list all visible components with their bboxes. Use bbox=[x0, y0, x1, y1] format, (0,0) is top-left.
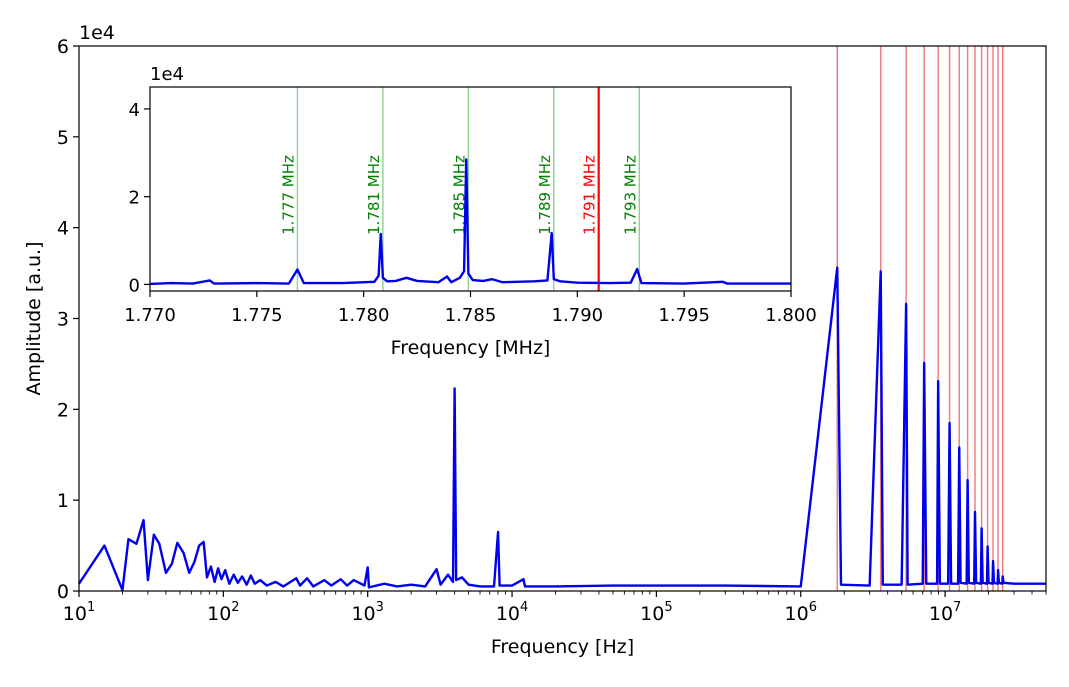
inset-background bbox=[150, 87, 791, 291]
x-tick-label: 105 bbox=[640, 600, 672, 625]
inset-spectrum-line bbox=[149, 158, 791, 286]
inset-x-tick-label: 1.795 bbox=[658, 305, 710, 326]
main-x-ticks: 101 102 103 104 105 106 107 bbox=[63, 591, 1047, 625]
inset-x-tick-label: 1.775 bbox=[231, 305, 283, 326]
frequency-marker-label: 1.785 MHz bbox=[450, 155, 468, 235]
main-series bbox=[78, 266, 1046, 592]
y-tick-label: 0 bbox=[57, 581, 69, 603]
main-x-axis-label: Frequency [Hz] bbox=[491, 636, 634, 658]
y-tick-label: 5 bbox=[57, 127, 69, 149]
inset-axes: 1.777 MHz 1.781 MHz 1.785 MHz 1.789 MHz 1.79… bbox=[124, 64, 817, 359]
y-tick-label: 2 bbox=[57, 399, 69, 421]
inset-y-tick-label: 2 bbox=[129, 188, 140, 209]
main-y-ticks: 0 1 2 3 4 5 6 bbox=[57, 36, 79, 603]
frequency-marker-label: 1.789 MHz bbox=[536, 155, 554, 235]
inset-series bbox=[149, 158, 791, 286]
frequency-marker-label: 1.777 MHz bbox=[279, 155, 297, 235]
y-tick-label: 4 bbox=[57, 218, 69, 240]
inset-x-axis-label: Frequency [MHz] bbox=[391, 337, 551, 359]
inset-y-tick-label: 4 bbox=[129, 100, 140, 121]
main-axes: 0 1 2 3 4 5 6 101 102 103 104 105 106 107 1e4 Freque… bbox=[23, 22, 1047, 658]
inset-x-tick-label: 1.770 bbox=[124, 305, 176, 326]
y-tick-label: 1 bbox=[57, 490, 69, 512]
frequency-marker-label: 1.793 MHz bbox=[621, 155, 639, 235]
inset-y-offset-label: 1e4 bbox=[150, 64, 184, 85]
inset-x-tick-label: 1.785 bbox=[445, 305, 497, 326]
frequency-marker-label: 1.781 MHz bbox=[365, 155, 383, 235]
inset-x-tick-label: 1.790 bbox=[552, 305, 604, 326]
frequency-marker-label: 1.791 MHz bbox=[581, 155, 599, 235]
x-tick-label: 106 bbox=[785, 600, 817, 625]
y-tick-label: 6 bbox=[57, 36, 69, 58]
x-tick-label: 103 bbox=[351, 600, 383, 625]
x-tick-label: 107 bbox=[929, 600, 961, 625]
inset-y-ticks: 0 2 4 bbox=[129, 100, 150, 296]
inset-x-tick-label: 1.780 bbox=[338, 305, 390, 326]
main-y-axis-label: Amplitude [a.u.] bbox=[23, 242, 45, 396]
inset-x-tick-label: 1.800 bbox=[765, 305, 817, 326]
inset-y-tick-label: 0 bbox=[129, 275, 140, 296]
inset-x-ticks: 1.770 1.775 1.780 1.785 1.790 1.795 1.800 bbox=[124, 291, 817, 326]
x-tick-label: 102 bbox=[207, 600, 239, 625]
spectrum-line bbox=[78, 266, 1046, 592]
x-tick-label: 101 bbox=[63, 600, 95, 625]
harmonic-lines bbox=[836, 46, 1004, 591]
x-tick-label: 104 bbox=[496, 600, 528, 625]
y-tick-label: 3 bbox=[57, 309, 69, 331]
main-y-offset-label: 1e4 bbox=[79, 22, 115, 44]
